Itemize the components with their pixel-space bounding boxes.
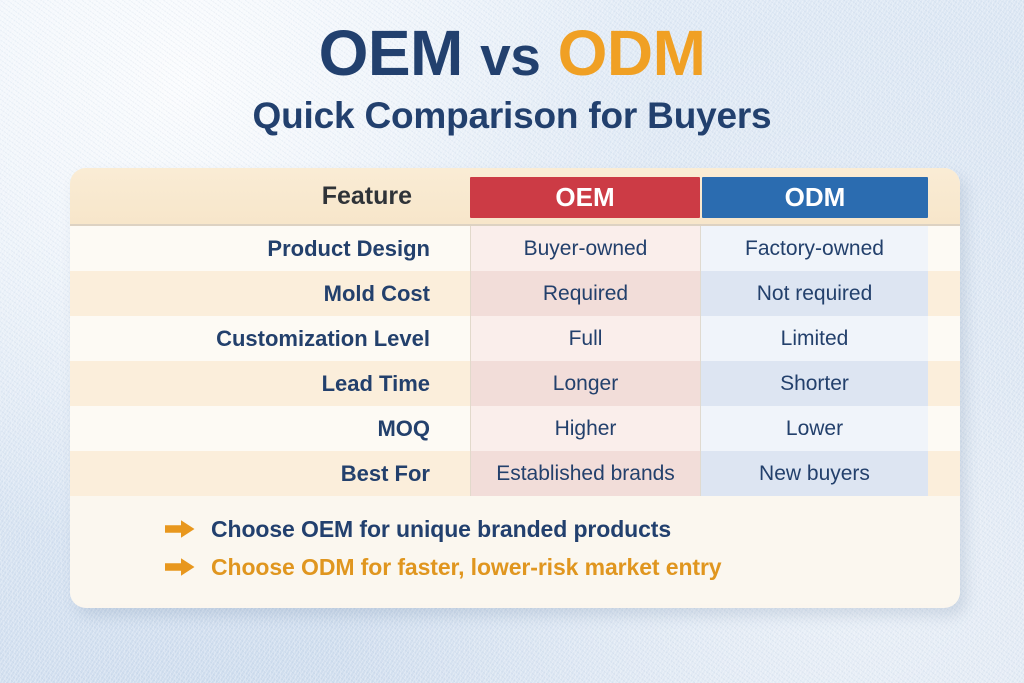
cell-odm: Shorter [700, 361, 928, 406]
cell-odm: Factory-owned [700, 226, 928, 271]
cell-oem: Full [470, 316, 700, 361]
callout-section: Choose OEM for unique branded products C… [70, 496, 960, 604]
subtitle: Quick Comparison for Buyers [252, 95, 772, 137]
cell-odm: Lower [700, 406, 928, 451]
table-row: MOQ Higher Lower [70, 406, 960, 451]
table-row: Lead Time Longer Shorter [70, 361, 960, 406]
cell-feature: Lead Time [321, 371, 430, 396]
cell-odm: Limited [700, 316, 928, 361]
arrow-right-icon [165, 558, 195, 576]
cell-spacer [928, 226, 960, 271]
callout-oem: Choose OEM for unique branded products [70, 510, 960, 548]
cell-spacer [928, 361, 960, 406]
callout-odm-text: Choose ODM for faster, lower-risk market… [211, 553, 722, 580]
table-row: Product Design Buyer-owned Factory-owned [70, 226, 960, 271]
cell-feature: Mold Cost [323, 281, 430, 306]
title-oem: OEM [318, 17, 464, 89]
cell-feature: Best For [340, 461, 430, 486]
cell-spacer [928, 316, 960, 361]
callout-odm: Choose ODM for faster, lower-risk market… [70, 548, 960, 586]
cell-spacer [928, 451, 960, 496]
cell-spacer [928, 271, 960, 316]
cell-oem: Required [470, 271, 700, 316]
cell-odm: Not required [700, 271, 928, 316]
cell-oem: Higher [470, 406, 700, 451]
table-row: Customization Level Full Limited [70, 316, 960, 361]
table-body: Product Design Buyer-owned Factory-owned… [70, 226, 960, 496]
title-odm: ODM [557, 17, 706, 89]
cell-feature: MOQ [377, 416, 430, 441]
main-title: OEM vs ODM [0, 17, 1024, 89]
comparison-card: Feature OEM ODM Product Design Buyer-own… [70, 168, 960, 608]
cell-feature: Customization Level [216, 326, 430, 351]
cell-oem: Established brands [470, 451, 700, 496]
cell-spacer [928, 406, 960, 451]
callout-oem-text: Choose OEM for unique branded products [211, 515, 672, 542]
header-feature: Feature [321, 182, 412, 210]
cell-odm: New buyers [700, 451, 928, 496]
cell-oem: Buyer-owned [470, 226, 700, 271]
header-odm-badge: ODM [702, 177, 928, 218]
table-row: Best For Established brands New buyers [70, 451, 960, 496]
table-header-row: Feature OEM ODM [70, 168, 960, 226]
header-oem-badge: OEM [470, 177, 700, 218]
cell-feature: Product Design [267, 236, 430, 261]
title-connector: vs [480, 25, 541, 87]
table-row: Mold Cost Required Not required [70, 271, 960, 316]
arrow-right-icon [165, 520, 195, 538]
cell-oem: Longer [470, 361, 700, 406]
title-block: OEM vs ODM Quick Comparison for Buyers [0, 17, 1024, 137]
